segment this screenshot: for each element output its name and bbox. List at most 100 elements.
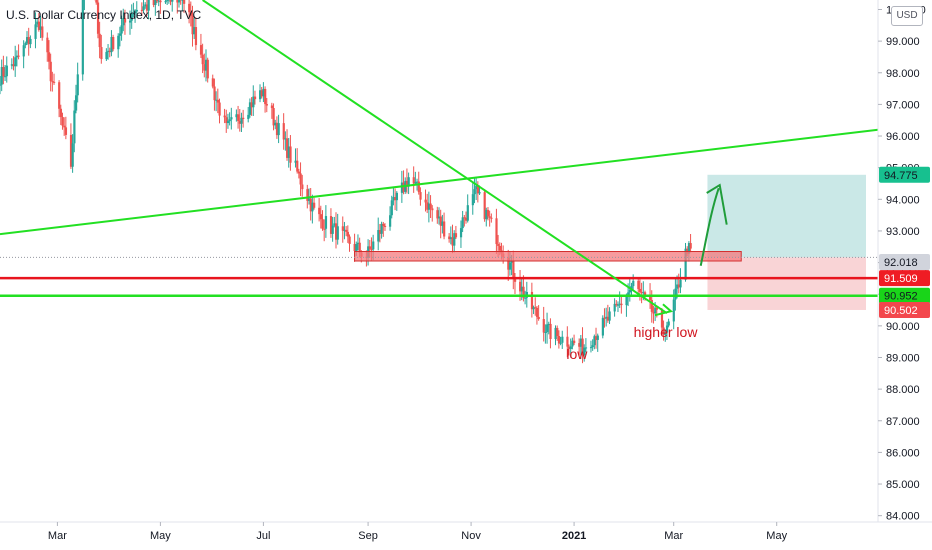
candle-body bbox=[544, 332, 547, 334]
candle-body bbox=[311, 202, 314, 212]
candle-body bbox=[640, 291, 643, 293]
candle-body bbox=[486, 209, 490, 217]
price-tick-label: 99.000 bbox=[886, 36, 920, 48]
candle-body bbox=[140, 9, 144, 11]
candle-body bbox=[566, 336, 569, 347]
stop-zone[interactable] bbox=[707, 257, 866, 310]
candle-body bbox=[319, 214, 323, 220]
candle-body bbox=[649, 295, 652, 300]
candle-body bbox=[394, 197, 397, 201]
candle-body bbox=[355, 244, 358, 252]
candle-body bbox=[625, 296, 628, 306]
candle-body bbox=[118, 33, 122, 36]
candle-body bbox=[618, 303, 621, 305]
candle-body bbox=[58, 82, 61, 109]
candle-body bbox=[41, 26, 44, 38]
candle-body bbox=[353, 243, 356, 252]
candle-body bbox=[424, 199, 427, 203]
candle-body bbox=[596, 335, 599, 340]
candle-body bbox=[547, 323, 550, 325]
candle-body bbox=[431, 208, 434, 211]
candle-body bbox=[228, 119, 231, 122]
candle-body bbox=[112, 37, 115, 50]
candle-body bbox=[358, 242, 361, 253]
candle-body bbox=[630, 286, 633, 290]
candle-body bbox=[211, 78, 214, 87]
candle-body bbox=[549, 323, 552, 340]
candle-body bbox=[664, 332, 667, 335]
candle-body bbox=[194, 27, 198, 46]
candle-body bbox=[51, 81, 54, 83]
candle-body bbox=[36, 21, 39, 25]
resistance-box[interactable] bbox=[354, 251, 742, 262]
candle-body bbox=[226, 121, 230, 124]
candle-body bbox=[26, 37, 29, 44]
candle-body bbox=[307, 198, 311, 201]
candle-body bbox=[95, 0, 98, 3]
candle-body bbox=[407, 177, 410, 187]
candle-body bbox=[348, 236, 351, 244]
falling-trendline[interactable] bbox=[202, 0, 668, 315]
candle-body bbox=[2, 67, 5, 77]
candle-body bbox=[451, 237, 454, 246]
price-badge-label: 90.502 bbox=[884, 305, 918, 317]
candle-body bbox=[265, 104, 268, 106]
candle-body bbox=[272, 108, 275, 126]
candle-body bbox=[176, 0, 179, 3]
candle-body bbox=[4, 76, 7, 78]
candle-body bbox=[69, 134, 73, 167]
target-zone[interactable] bbox=[707, 174, 866, 258]
candle-body bbox=[297, 171, 301, 174]
price-tick-label: 87.000 bbox=[886, 416, 920, 428]
candle-body bbox=[556, 327, 559, 336]
candle-body bbox=[275, 122, 279, 136]
candle-body bbox=[370, 248, 373, 250]
candle-body bbox=[123, 18, 127, 23]
candle-body bbox=[395, 192, 398, 201]
candle-body bbox=[615, 303, 618, 305]
candle-body bbox=[426, 202, 429, 210]
candle-body bbox=[309, 198, 312, 212]
candle-body bbox=[169, 0, 172, 2]
candle-body bbox=[616, 304, 620, 306]
trendline-arrow-icon bbox=[654, 303, 674, 317]
candle-body bbox=[400, 182, 404, 193]
candle-body bbox=[687, 243, 691, 254]
candle-body bbox=[27, 37, 30, 45]
candle-body bbox=[64, 127, 68, 135]
candle-body bbox=[652, 311, 655, 314]
candle-body bbox=[642, 292, 645, 294]
candle-body bbox=[321, 219, 324, 229]
candle-body bbox=[135, 9, 138, 12]
candle-body bbox=[193, 27, 196, 35]
candle-body bbox=[154, 0, 157, 5]
candle-body bbox=[637, 280, 640, 289]
candle-body bbox=[299, 173, 302, 185]
price-tick-label: 96.000 bbox=[886, 131, 920, 143]
currency-button[interactable]: USD bbox=[891, 6, 923, 26]
rising-trendline[interactable] bbox=[0, 128, 879, 236]
candle-body bbox=[466, 205, 469, 221]
candle-body bbox=[419, 192, 422, 200]
candle-body bbox=[213, 86, 216, 101]
chart-symbol-title: U.S. Dollar Currency Index, 1D, TVC bbox=[6, 8, 202, 22]
candle-body bbox=[427, 203, 431, 210]
candle-body bbox=[183, 0, 186, 4]
candle-body bbox=[650, 299, 653, 312]
candle-body bbox=[595, 336, 598, 340]
candle-body bbox=[270, 105, 274, 109]
candle-body bbox=[223, 115, 226, 118]
candle-body bbox=[512, 260, 515, 278]
candle-body bbox=[201, 54, 204, 65]
candle-body bbox=[591, 345, 594, 348]
candle-body bbox=[569, 346, 572, 350]
candle-body bbox=[181, 0, 184, 1]
candle-body bbox=[287, 146, 290, 158]
candle-body bbox=[225, 117, 228, 124]
price-tick-label: 97.000 bbox=[886, 99, 920, 111]
candle-body bbox=[260, 90, 263, 97]
candle-body bbox=[147, 0, 150, 11]
candle-body bbox=[0, 84, 2, 86]
candle-body bbox=[105, 51, 108, 60]
